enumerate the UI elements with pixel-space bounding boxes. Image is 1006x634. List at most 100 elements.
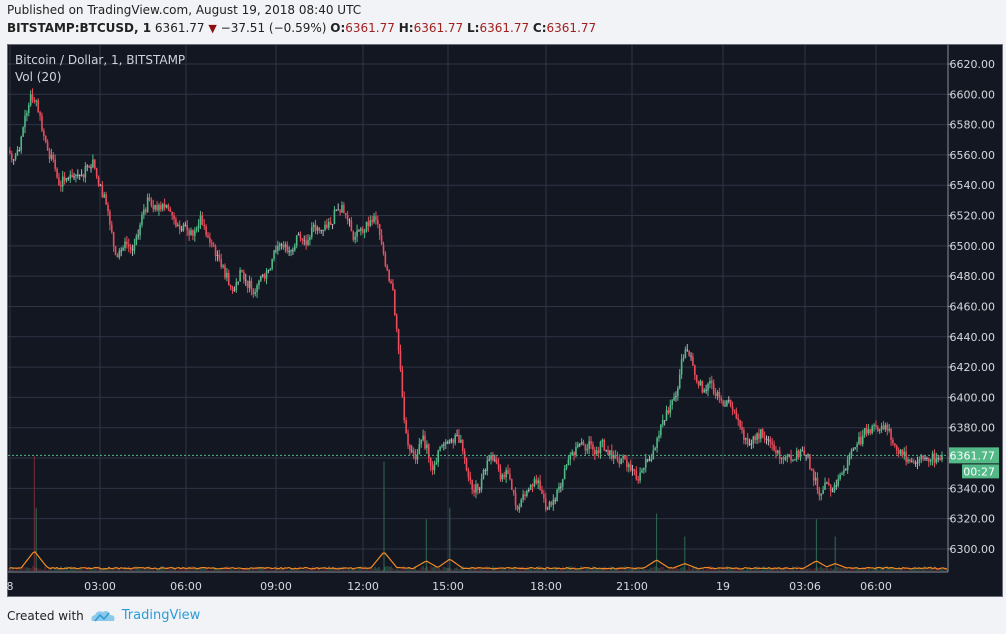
candle-body	[882, 425, 885, 430]
candle-body	[473, 489, 475, 493]
candle-body	[218, 254, 221, 260]
candle-body	[344, 212, 347, 216]
candle-body	[220, 259, 223, 268]
candle-body	[573, 451, 575, 456]
candle-body	[699, 381, 702, 386]
candle-body	[260, 275, 262, 281]
candle-body	[888, 428, 890, 431]
candle-body	[877, 427, 879, 432]
candle-body	[837, 478, 840, 486]
candle-body	[229, 285, 232, 288]
y-tick-label: 6600.00	[950, 88, 996, 101]
candle-body	[924, 458, 926, 460]
candle-body	[456, 434, 458, 436]
candle-body	[477, 484, 479, 490]
x-tick-label: 12:00	[347, 580, 379, 593]
candle-body	[165, 204, 168, 208]
candle-body	[429, 457, 432, 467]
candle-body	[661, 420, 664, 425]
candle-body	[116, 254, 119, 258]
candle-body	[484, 470, 487, 472]
y-tick-label: 6380.00	[950, 422, 996, 435]
tradingview-cloud-icon	[91, 610, 115, 622]
candle-body	[63, 176, 66, 181]
candle-body	[161, 203, 164, 210]
candle-body	[186, 225, 189, 231]
candle-body	[590, 441, 592, 445]
candle-body	[744, 437, 747, 440]
candle-body	[18, 150, 21, 152]
candle-body	[594, 449, 596, 455]
candle-body	[852, 449, 855, 451]
candle-body	[897, 450, 900, 454]
candle-body	[658, 435, 660, 439]
candle-body	[431, 466, 434, 471]
candle-body	[58, 177, 60, 186]
chart-panel[interactable]	[7, 44, 1003, 597]
candle-body	[758, 433, 760, 439]
candle-body	[41, 115, 43, 131]
candle-body	[133, 244, 136, 251]
candle-body	[690, 355, 692, 357]
candle-body	[497, 463, 500, 470]
candle-body	[199, 215, 202, 225]
y-tick-label: 6340.00	[950, 482, 996, 495]
candle-body	[811, 468, 813, 471]
candle-body	[327, 221, 330, 228]
candle-body	[82, 174, 85, 178]
candle-body	[652, 450, 655, 459]
open-value: 6361.77	[345, 21, 395, 35]
candle-body	[173, 215, 175, 220]
candle-body	[648, 459, 651, 461]
candle-body	[348, 220, 351, 222]
candle-body	[458, 434, 460, 443]
candle-body	[654, 447, 656, 451]
candle-body	[692, 356, 694, 366]
candle-body	[835, 485, 838, 487]
candle-body	[397, 329, 400, 351]
candle-body	[797, 450, 800, 458]
candle-body	[544, 498, 547, 510]
candle-body	[148, 197, 151, 201]
candle-body	[711, 380, 713, 384]
candle-body	[929, 459, 932, 462]
candle-body	[637, 479, 640, 481]
candle-body	[109, 211, 111, 225]
candle-body	[722, 400, 724, 406]
candle-body	[324, 224, 326, 230]
candle-body	[103, 194, 106, 198]
candle-body	[820, 493, 823, 496]
candle-body	[373, 216, 375, 222]
y-tick-label: 6400.00	[950, 391, 996, 404]
candle-body	[926, 458, 928, 460]
candle-body	[767, 439, 770, 441]
candle-body	[901, 449, 904, 456]
candle-body	[343, 204, 345, 213]
candle-body	[614, 455, 617, 458]
candle-body	[175, 219, 177, 227]
candle-body	[237, 281, 239, 283]
candle-body	[516, 505, 519, 510]
candle-body	[93, 159, 96, 169]
candle-body	[99, 184, 102, 186]
candle-body	[126, 241, 128, 245]
candle-body	[339, 210, 341, 213]
candle-body	[271, 259, 273, 269]
candle-body	[360, 228, 362, 231]
candle-body	[354, 236, 356, 240]
candle-body	[280, 244, 283, 246]
candle-body	[84, 166, 87, 178]
tradingview-link[interactable]: TradingView	[121, 608, 201, 623]
candle-body	[918, 459, 921, 463]
candle-body	[831, 491, 834, 493]
candle-body	[531, 484, 534, 487]
candle-body	[597, 450, 600, 453]
candle-body	[114, 246, 117, 255]
candle-body	[316, 227, 319, 231]
candle-body	[829, 485, 832, 492]
candle-body	[314, 224, 317, 231]
candle-body	[169, 208, 172, 212]
candle-body	[365, 221, 368, 231]
candle-body	[407, 433, 409, 445]
